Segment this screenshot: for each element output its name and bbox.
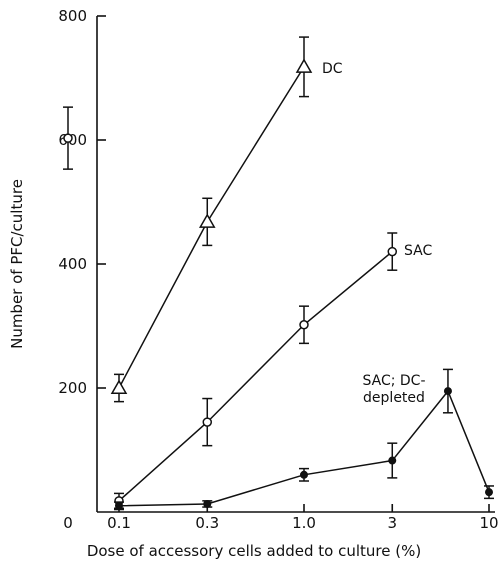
x-tick-label: 0.3 xyxy=(195,514,219,532)
annotation-label: DC xyxy=(322,61,343,77)
data-point xyxy=(299,320,309,330)
data-point xyxy=(203,499,212,508)
x-axis-label: Dose of accessory cells added to culture… xyxy=(87,542,421,560)
annotations: DC SAC SAC; DC-depleted xyxy=(322,61,432,406)
y-axis-label: Number of PFC/culture xyxy=(8,179,26,349)
y-tick-label: 400 xyxy=(58,255,87,273)
data-point xyxy=(198,213,216,228)
annotation-label: SAC; DC- xyxy=(362,373,425,389)
data-point xyxy=(300,470,308,479)
series-0 xyxy=(110,36,313,403)
data-point xyxy=(388,456,397,465)
series-line xyxy=(118,251,393,502)
x-tick-label: 3 xyxy=(387,514,397,532)
data-point xyxy=(63,133,73,143)
annotation-label: depleted xyxy=(363,390,425,406)
x-tick-label: 0.1 xyxy=(107,514,131,532)
data-point xyxy=(387,246,398,257)
data-point xyxy=(115,501,123,510)
axis-ticks: 200 400 600 800 0 0.1 0.3 1.0 3 10 xyxy=(58,7,498,532)
data-point xyxy=(295,58,313,73)
data-point xyxy=(485,488,493,497)
series-2 xyxy=(114,368,494,511)
series-layer xyxy=(63,36,494,511)
standalone-point xyxy=(63,106,73,170)
data-point xyxy=(443,387,452,396)
y-tick-label: 800 xyxy=(58,7,87,25)
x-tick-label: 10 xyxy=(479,514,498,532)
y-tick-label: 600 xyxy=(58,131,87,149)
series-line xyxy=(118,389,490,507)
data-point xyxy=(202,417,213,427)
axes xyxy=(96,16,495,513)
annotation-label: SAC xyxy=(404,243,432,259)
data-point xyxy=(110,379,128,394)
y-tick-label: 200 xyxy=(58,379,87,397)
x-tick-label: 0 xyxy=(63,514,73,532)
x-tick-label: 1.0 xyxy=(292,514,316,532)
